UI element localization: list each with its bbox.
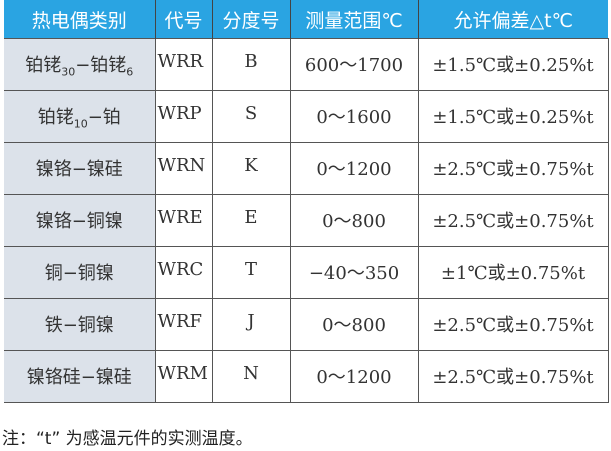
cell-graduation: E (211, 194, 291, 247)
cell-code: WRE (154, 194, 213, 247)
cell-code: WRF (154, 298, 213, 351)
cell-range: 0～800 (289, 194, 419, 247)
cell-tolerance: ±1.5℃或±0.25%t (417, 38, 609, 91)
table-row: 镍铬硅−镍硅 WRM N 0～1200 ±2.5℃或±0.75%t (4, 350, 609, 403)
cell-range: 600～1700 (289, 38, 419, 91)
cell-type: 铜−铜镍 (4, 246, 156, 299)
table-row: 铂铑30−铂铑6 WRR B 600～1700 ±1.5℃或±0.25%t (4, 38, 609, 91)
cell-code: WRR (154, 38, 213, 91)
cell-code: WRP (154, 90, 213, 143)
footnote: 注：“t” 为感温元件的实测温度。 (2, 429, 253, 449)
cell-type: 镍铬−铜镍 (4, 194, 156, 247)
table-row: 镍铬−镍硅 WRN K 0～1200 ±2.5℃或±0.75%t (4, 142, 609, 195)
header-tolerance: 允许偏差△t℃ (417, 0, 608, 39)
cell-range: −40～350 (289, 246, 419, 299)
table-row: 镍铬−铜镍 WRE E 0～800 ±2.5℃或±0.75%t (4, 194, 609, 247)
thermocouple-table: 热电偶类别 代号 分度号 测量范围℃ 允许偏差△t℃ 铂铑30−铂铑6 WRR … (4, 0, 609, 403)
cell-graduation: K (211, 142, 291, 195)
cell-range: 0～1600 (289, 90, 419, 143)
cell-tolerance: ±2.5℃或±0.75%t (417, 298, 609, 351)
header-graduation: 分度号 (211, 0, 290, 39)
cell-tolerance: ±2.5℃或±0.75%t (417, 142, 609, 195)
cell-type: 铁−铜镍 (4, 298, 156, 351)
cell-type: 镍铬−镍硅 (4, 142, 156, 195)
table-row: 铁−铜镍 WRF J 0～800 ±2.5℃或±0.75%t (4, 298, 609, 351)
header-code: 代号 (154, 0, 212, 39)
cell-tolerance: ±2.5℃或±0.75%t (417, 194, 609, 247)
cell-tolerance: ±1℃或±0.75%t (417, 246, 609, 299)
cell-range: 0～800 (289, 298, 419, 351)
table-row: 铜−铜镍 WRC T −40～350 ±1℃或±0.75%t (4, 246, 609, 299)
header-row: 热电偶类别 代号 分度号 测量范围℃ 允许偏差△t℃ (4, 0, 608, 39)
cell-graduation: S (211, 90, 291, 143)
header-type: 热电偶类别 (4, 0, 155, 39)
cell-graduation: N (211, 350, 291, 403)
cell-range: 0～1200 (289, 350, 419, 403)
cell-type: 铂铑10−铂 (4, 90, 156, 143)
cell-code: WRM (154, 350, 213, 403)
cell-range: 0～1200 (289, 142, 419, 195)
cell-type: 镍铬硅−镍硅 (4, 350, 156, 403)
cell-code: WRN (154, 142, 213, 195)
cell-graduation: T (211, 246, 291, 299)
cell-tolerance: ±2.5℃或±0.75%t (417, 350, 609, 403)
table-row: 铂铑10−铂 WRP S 0～1600 ±1.5℃或±0.25%t (4, 90, 609, 143)
cell-graduation: B (211, 38, 291, 91)
cell-graduation: J (211, 298, 291, 351)
cell-tolerance: ±1.5℃或±0.25%t (417, 90, 609, 143)
cell-code: WRC (154, 246, 213, 299)
cell-type: 铂铑30−铂铑6 (4, 38, 156, 91)
header-range: 测量范围℃ (289, 0, 418, 39)
